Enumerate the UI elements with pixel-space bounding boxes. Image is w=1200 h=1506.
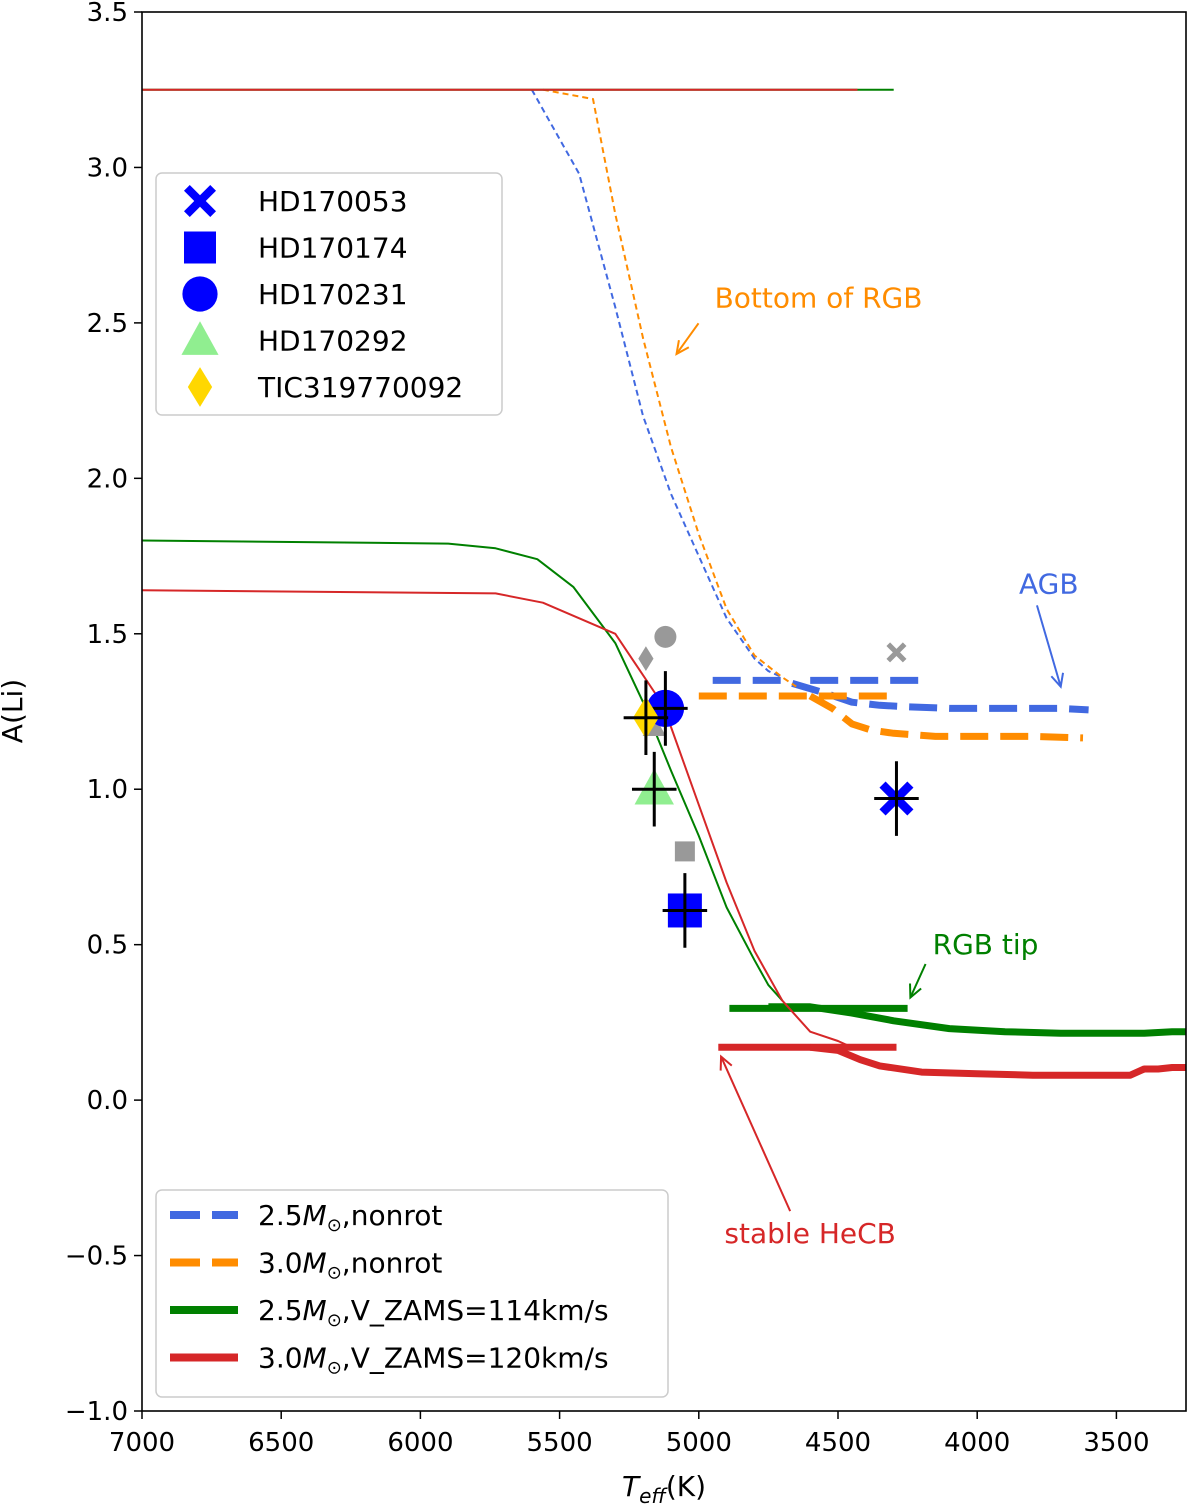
annotation-arrowhead-bottom-of-rgb (675, 340, 690, 356)
tick-layer: 7000 6500 6000 5500 5000 4500 4000 3500 −1.0 −0.5… (65, 0, 1150, 1458)
annotation-arrow-agb (1036, 605, 1062, 687)
annotation-arrow-rgb-tip (909, 963, 927, 998)
y-tick-label: 0.5 (87, 931, 128, 961)
y-tick-label: 3.5 (87, 0, 128, 28)
legend-label-hd170174: HD170174 (258, 232, 408, 265)
marker-layer (623, 625, 919, 948)
plot-frame (141, 11, 1187, 1412)
annotation-arrow-bottom-of-rgb (675, 322, 700, 355)
x-tick-label: 7000 (109, 1428, 175, 1458)
series-line-2-5m-nonrot (530, 89, 783, 679)
annotation-arrowhead-rgb-tip (909, 983, 922, 1000)
x-tick-label: 5500 (527, 1428, 593, 1458)
annotation-arrow-stable-hecb (720, 1056, 792, 1212)
x-tick-label: 5000 (666, 1428, 732, 1458)
x-axis-label: Teff(K) (622, 1470, 706, 1506)
y-tick-label: 1.0 (87, 775, 128, 805)
series-line-3-0m-v-zams-120km-s (809, 1043, 1186, 1079)
y-tick-label: 2.5 (87, 309, 128, 339)
series-line-2-5m-nonrot (712, 676, 1089, 714)
annotation-bottom-of-rgb: Bottom of RGB (715, 281, 923, 314)
legend-markers-frame (155, 172, 503, 416)
x-tick-label: 3500 (1083, 1428, 1149, 1458)
y-tick-label: −0.5 (65, 1242, 128, 1272)
annotation-arrowhead-agb (1050, 672, 1065, 689)
y-tick-label: 1.5 (87, 620, 128, 650)
legend-label-hd170231: HD170231 (258, 278, 408, 311)
series-line-3-0m-nonrot (808, 692, 1084, 742)
x-tick-label: 4000 (944, 1428, 1010, 1458)
y-axis-label: A(Li) (0, 679, 29, 743)
legend-label-hd170053: HD170053 (258, 185, 408, 218)
legend-lines: 2.5M⊙,nonrot 3.0M⊙,nonrot 2.5M⊙,V_ZAMS=114… (155, 1189, 669, 1398)
annotation-stable-hecb: stable HeCB (724, 1217, 895, 1250)
point-previous-hd170053 (886, 642, 907, 663)
legend-marker-hd170053 (184, 185, 216, 217)
series-line-3-0m-nonrot (542, 88, 797, 688)
series-line-3-0m-v-zams-120km-s (142, 589, 853, 1049)
legend-line-label-0: 2.5M⊙,nonrot (258, 1199, 442, 1236)
y-tick-label: 2.0 (87, 464, 128, 494)
legend-markers: HD170053 HD170174 HD170231 HD170292 TIC31977… (155, 172, 503, 416)
legend-line-label-2: 2.5M⊙,V_ZAMS=114km/s (258, 1294, 609, 1331)
series-line-2-5m-v-zams-114km-s (768, 1003, 1186, 1037)
point-previous-hd170174 (674, 841, 695, 862)
x-tick-label: 6000 (387, 1428, 453, 1458)
x-tick-label: 6500 (248, 1428, 314, 1458)
legend-label-tic319770092: TIC319770092 (257, 371, 463, 404)
y-tick-label: 0.0 (87, 1086, 128, 1116)
legend-marker-hd170174 (184, 231, 216, 264)
legend-marker-hd170292 (181, 321, 219, 355)
legend-label-hd170292: HD170292 (258, 325, 408, 358)
legend-lines-frame (155, 1189, 669, 1398)
y-tick-label: 3.0 (87, 153, 128, 183)
legend-marker-hd170231 (182, 276, 218, 312)
y-tick-label: −1.0 (65, 1397, 128, 1427)
legend-marker-tic319770092 (187, 367, 213, 407)
legend-line-label-1: 3.0M⊙,nonrot (258, 1247, 442, 1284)
legend-line-label-3: 3.0M⊙,V_ZAMS=120km/s (258, 1342, 609, 1379)
annotation-agb: AGB (1019, 567, 1079, 600)
annotation-layer: Bottom of RGB AGB RGB tip stable HeCB (675, 281, 1079, 1250)
point-previous-hd170231 (654, 625, 677, 648)
annotation-arrowhead-stable-hecb (719, 1054, 733, 1071)
annotation-rgb-tip: RGB tip (933, 928, 1039, 961)
point-previous-tic319770092 (638, 646, 654, 672)
x-tick-label: 4500 (805, 1428, 871, 1458)
